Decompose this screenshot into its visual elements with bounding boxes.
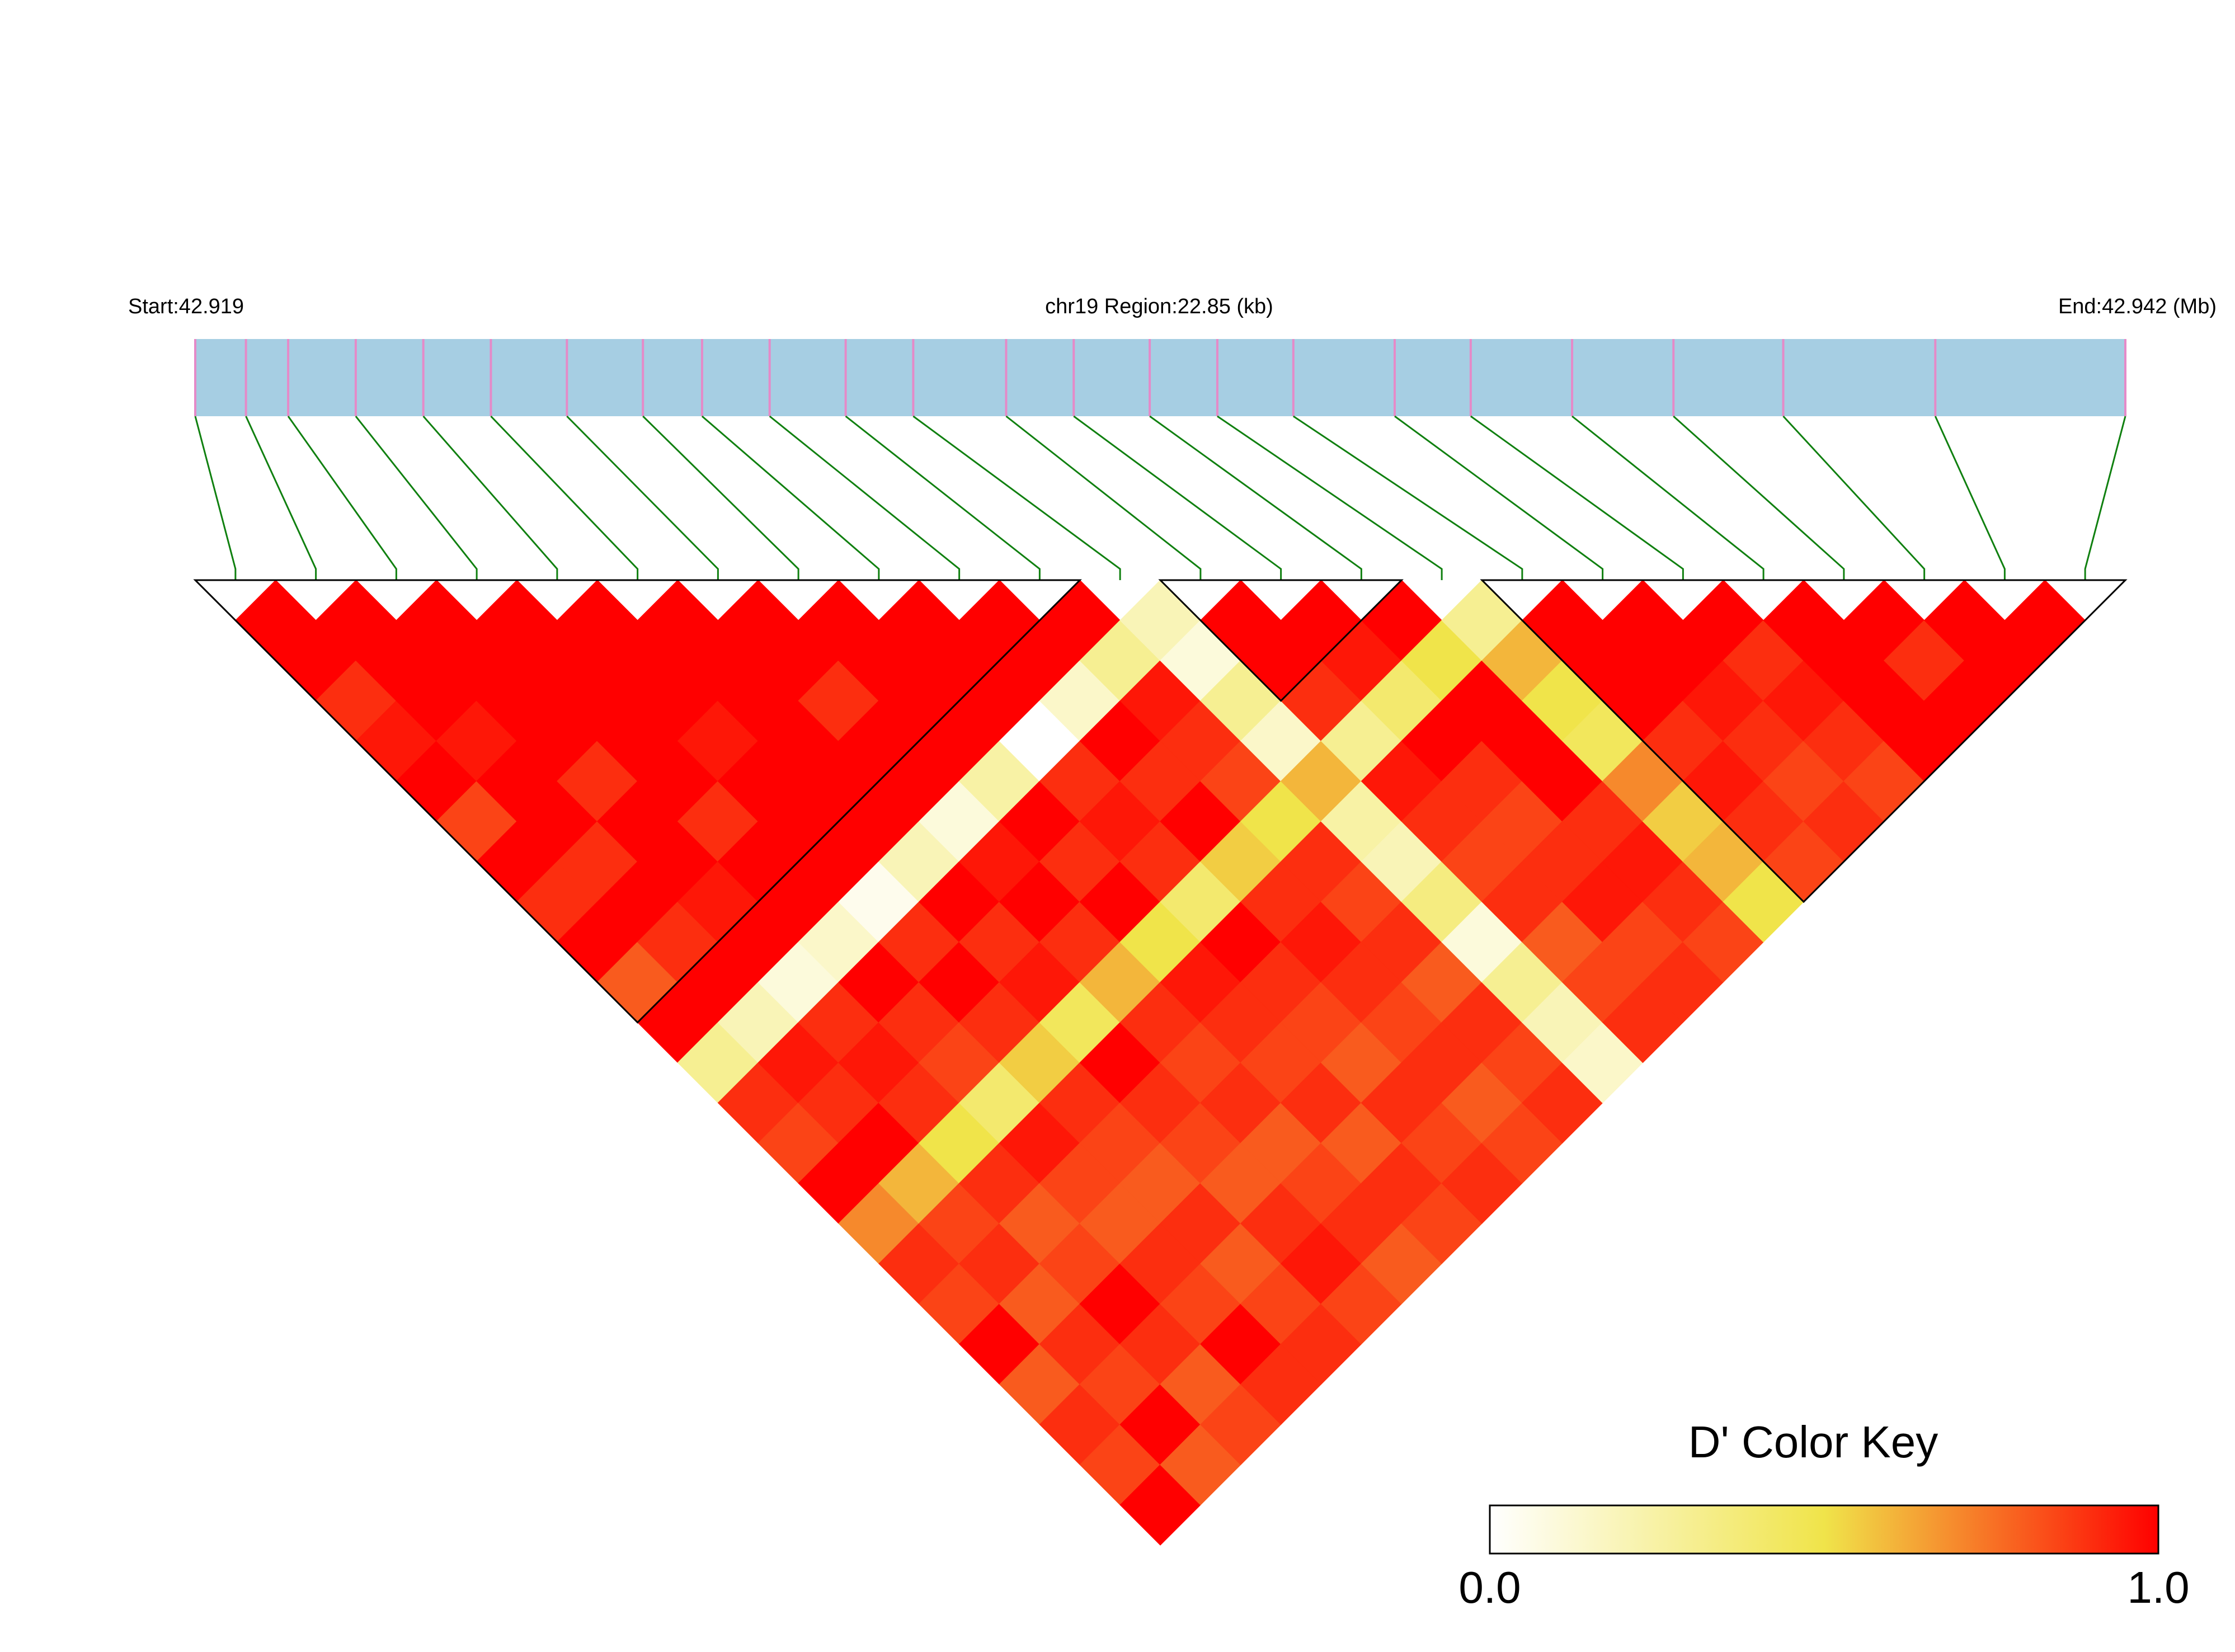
- snp-connector: [1571, 415, 1765, 580]
- snp-connector: [769, 415, 961, 580]
- snp-track: [195, 339, 2125, 416]
- snp-connector: [1470, 415, 1684, 580]
- end-label: End:42.942 (Mb): [2058, 295, 2217, 318]
- color-key-bar: [1489, 1504, 2159, 1555]
- snp-connector: [642, 415, 799, 580]
- snp-connector: [287, 416, 397, 580]
- snp-connector: [912, 415, 1121, 580]
- ld-block-outline: [1158, 579, 1404, 702]
- snp-connector: [245, 416, 317, 580]
- snp-connector: [194, 416, 237, 580]
- snp-connector: [701, 415, 880, 580]
- color-key-tick-label: 0.0: [1458, 1562, 1521, 1612]
- color-key-tick-label: 1.0: [2127, 1562, 2189, 1612]
- snp-connector: [1673, 415, 1845, 580]
- snp-connector: [1217, 415, 1443, 580]
- snp-connector: [1934, 416, 2006, 580]
- snp-connector: [1782, 415, 1926, 580]
- start-label: Start:42.919: [128, 295, 244, 318]
- snp-connector: [1394, 415, 1604, 580]
- snp-connector: [490, 415, 639, 580]
- ld-block-outline: [1480, 579, 2128, 903]
- region-label: chr19 Region:22.85 (kb): [1045, 295, 1273, 318]
- snp-connector: [1005, 415, 1202, 580]
- snp-connector: [1073, 415, 1282, 580]
- snp-connector: [566, 415, 719, 580]
- ld-block-outline: [193, 579, 1082, 1024]
- snp-connector: [845, 415, 1041, 580]
- snp-connector: [422, 416, 558, 580]
- color-key-title: D' Color Key: [1688, 1417, 1938, 1467]
- snp-connector: [2084, 416, 2126, 580]
- snp-connector: [355, 416, 478, 580]
- snp-connector: [1292, 415, 1523, 580]
- snp-connector: [1149, 415, 1362, 580]
